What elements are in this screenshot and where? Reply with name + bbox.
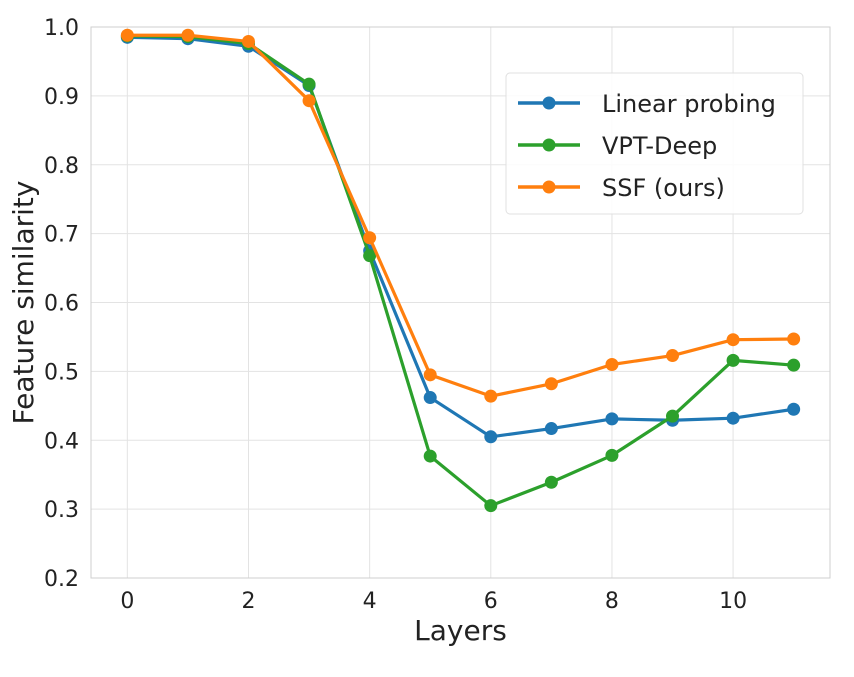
- y-tick-label: 0.9: [44, 85, 79, 110]
- legend-marker: [542, 138, 556, 152]
- series-2: [120, 28, 801, 403]
- legend-label: VPT-Deep: [602, 132, 717, 160]
- x-axis-label: Layers: [414, 614, 507, 647]
- data-point: [666, 409, 680, 423]
- x-tick-label: 0: [120, 589, 134, 614]
- data-point: [726, 333, 740, 347]
- data-point: [423, 449, 437, 463]
- y-tick-label: 0.5: [44, 360, 79, 385]
- legend-marker: [542, 96, 556, 110]
- tick-labels: 0 2 4 6 8 10 0.2 0.3 0.4 0.5 0.6 0.7 0.8 0.9 1.0: [44, 16, 747, 614]
- data-point: [726, 411, 740, 425]
- legend-label: SSF (ours): [602, 174, 725, 202]
- data-point: [544, 422, 558, 436]
- data-point: [726, 353, 740, 367]
- y-tick-label: 0.7: [44, 223, 79, 248]
- data-point: [787, 402, 801, 416]
- data-point: [787, 332, 801, 346]
- data-point: [544, 475, 558, 489]
- data-point: [423, 391, 437, 405]
- series-line: [127, 33, 794, 398]
- y-axis-label: Feature similarity: [7, 181, 40, 425]
- y-tick-label: 0.8: [44, 154, 79, 179]
- data-point: [666, 349, 680, 363]
- data-point: [302, 77, 316, 91]
- series-lines: [120, 28, 801, 513]
- x-tick-label: 2: [241, 589, 255, 614]
- legend-box: [505, 72, 804, 215]
- legend: Linear probing VPT-Deep SSF (ours): [505, 72, 804, 215]
- y-tick-label: 0.3: [44, 498, 79, 523]
- plot-frame: [90, 26, 831, 579]
- y-tick-label: 0.2: [44, 567, 79, 592]
- data-point: [363, 249, 377, 263]
- legend-label: Linear probing: [602, 90, 776, 118]
- data-point: [605, 448, 619, 462]
- data-point: [787, 358, 801, 372]
- data-point: [484, 430, 498, 444]
- legend-marker: [542, 180, 556, 194]
- data-point: [484, 389, 498, 403]
- y-tick-label: 0.6: [44, 292, 79, 317]
- data-point: [544, 377, 558, 391]
- data-point: [605, 412, 619, 426]
- data-point: [120, 28, 134, 42]
- y-tick-label: 0.4: [44, 429, 79, 454]
- data-point: [302, 94, 316, 108]
- x-tick-label: 8: [605, 589, 619, 614]
- data-point: [423, 368, 437, 382]
- x-tick-label: 4: [363, 589, 377, 614]
- data-point: [605, 357, 619, 371]
- data-point: [484, 499, 498, 513]
- data-point: [181, 28, 195, 42]
- x-tick-label: 6: [484, 589, 498, 614]
- y-tick-label: 1.0: [44, 16, 79, 41]
- data-point: [363, 231, 377, 245]
- series-line: [127, 35, 794, 439]
- x-tick-label: 10: [719, 589, 747, 614]
- series-line: [127, 34, 794, 508]
- data-point: [241, 34, 255, 48]
